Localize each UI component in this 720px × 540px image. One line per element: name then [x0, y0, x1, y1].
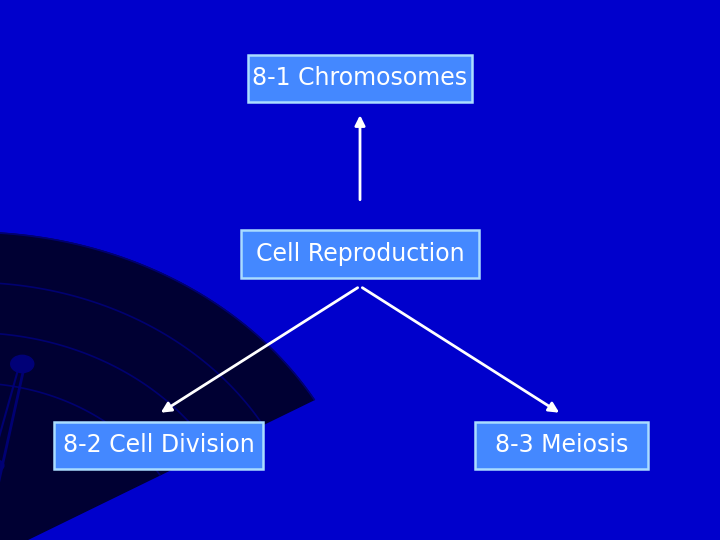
Text: 8-2 Cell Division: 8-2 Cell Division: [63, 434, 254, 457]
Text: Cell Reproduction: Cell Reproduction: [256, 242, 464, 266]
Text: 8-3 Meiosis: 8-3 Meiosis: [495, 434, 629, 457]
Polygon shape: [0, 232, 314, 540]
FancyBboxPatch shape: [241, 230, 479, 278]
Text: 8-1 Chromosomes: 8-1 Chromosomes: [253, 66, 467, 90]
FancyBboxPatch shape: [54, 422, 263, 469]
FancyBboxPatch shape: [248, 55, 472, 102]
FancyBboxPatch shape: [475, 422, 648, 469]
Circle shape: [11, 355, 34, 373]
Circle shape: [0, 460, 4, 471]
